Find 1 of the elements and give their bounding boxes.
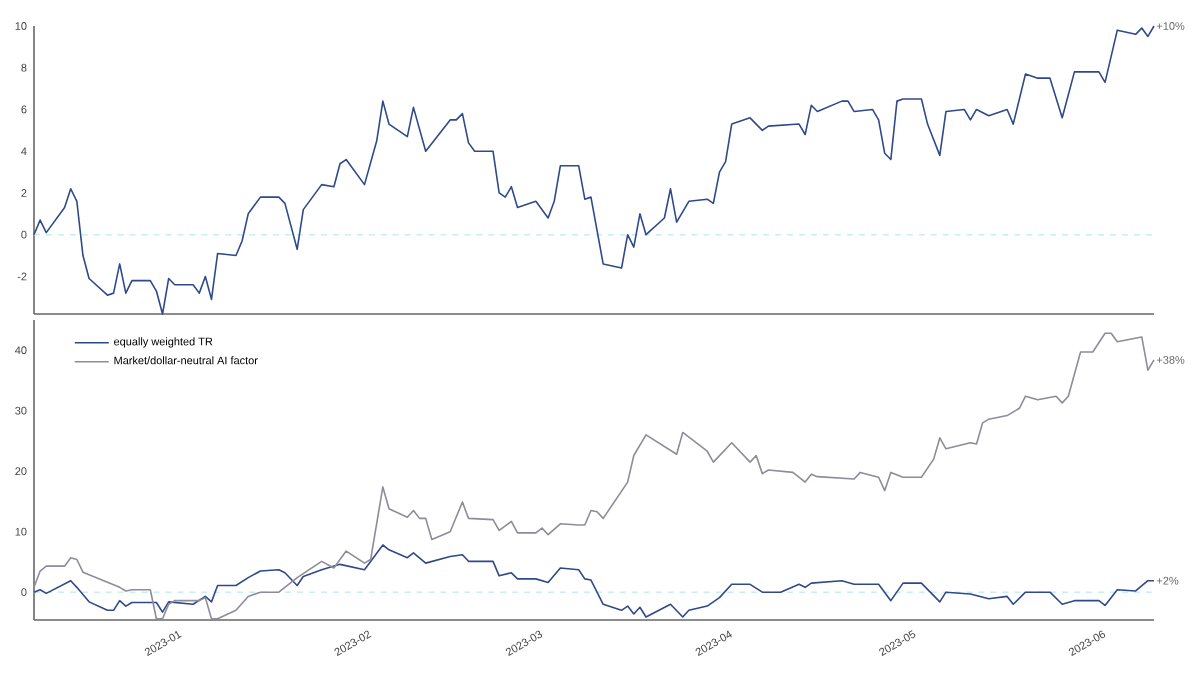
line-series: [33, 25, 1155, 315]
